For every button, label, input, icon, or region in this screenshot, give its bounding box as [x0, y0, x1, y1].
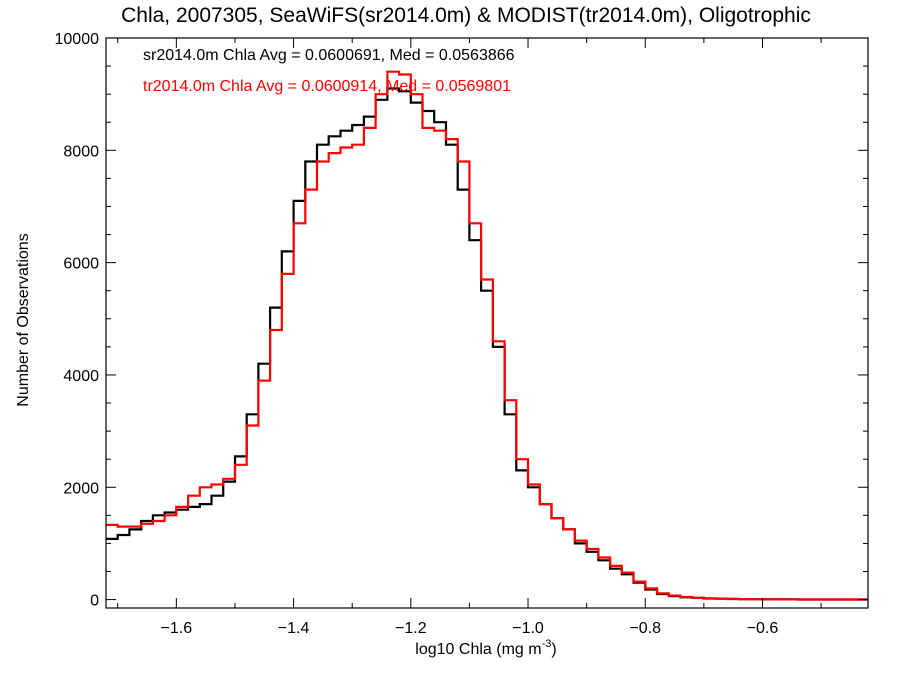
x-tick-label: −1.4	[278, 620, 310, 637]
y-tick-label: 0	[90, 593, 99, 610]
x-axis-label: log10 Chla (mg m-3)	[415, 638, 556, 658]
series-line-sr2014	[106, 87, 868, 601]
y-axis-label: Number of Observations	[15, 233, 32, 406]
y-tick-label: 10000	[55, 31, 100, 48]
x-axis-label-base: log10 Chla (mg m	[415, 641, 541, 658]
y-tick-label: 4000	[63, 368, 99, 385]
x-tick-label: −1.0	[512, 620, 544, 637]
series-line-tr2014	[106, 70, 868, 601]
x-axis-label-superscript: -3	[542, 638, 552, 650]
x-tick-label: −1.6	[161, 620, 193, 637]
y-tick-label: 2000	[63, 480, 99, 497]
x-tick-label: −1.2	[395, 620, 427, 637]
plot-frame	[105, 37, 869, 609]
annotation-tr2014: tr2014.0m Chla Avg = 0.0600914, Med = 0.…	[143, 78, 511, 95]
series-layer	[106, 70, 868, 601]
y-tick-label: 6000	[63, 256, 99, 273]
x-tick-label: −0.6	[747, 620, 779, 637]
ticks-layer: −1.6 −1.4 −1.2 −1.0 −0.8 −0.6 0 2000 4000 6000 800…	[55, 31, 868, 637]
chart-title: Chla, 2007305, SeaWiFS(sr2014.0m) & MODI…	[121, 4, 811, 27]
x-axis-label-end: )	[551, 641, 556, 658]
y-tick-label: 8000	[63, 143, 99, 160]
x-tick-label: −0.8	[629, 620, 661, 637]
annotation-sr2014: sr2014.0m Chla Avg = 0.0600691, Med = 0.…	[143, 47, 515, 64]
